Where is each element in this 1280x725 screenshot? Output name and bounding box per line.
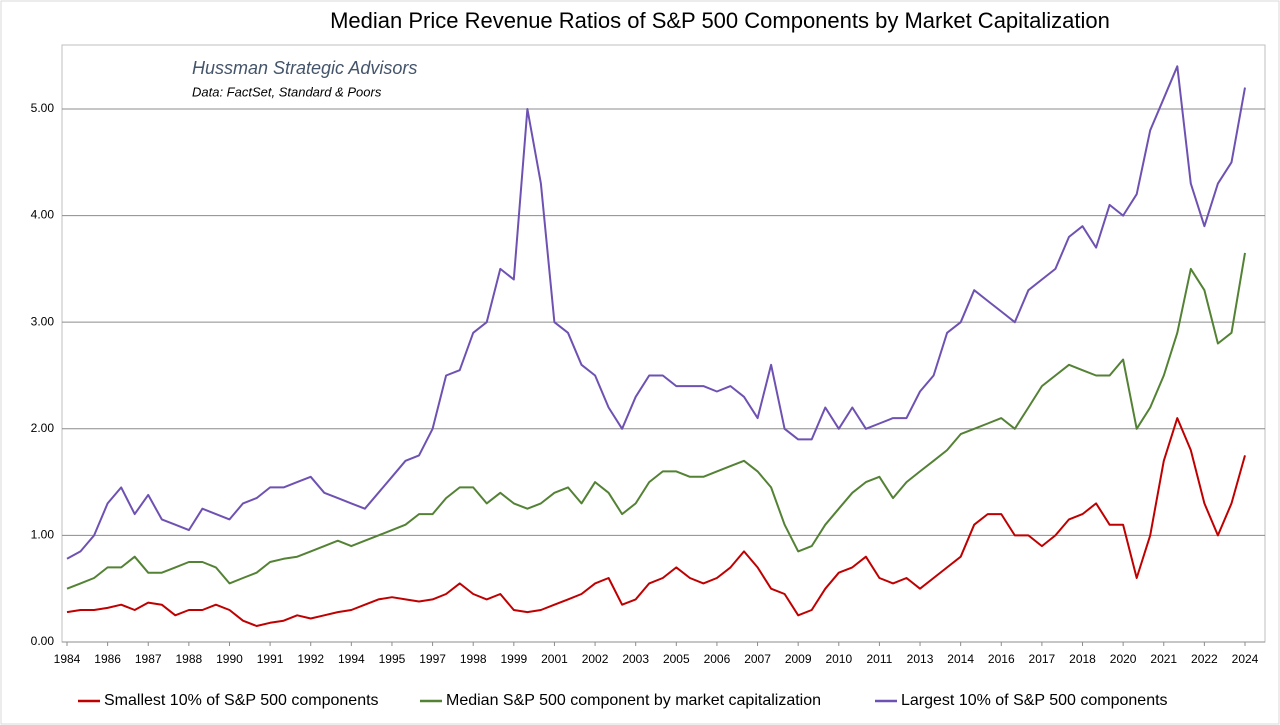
x-tick-label: 2018 bbox=[1069, 652, 1096, 666]
x-tick-label: 1998 bbox=[460, 652, 487, 666]
x-tick-label: 2002 bbox=[582, 652, 609, 666]
x-tick-label: 1984 bbox=[54, 652, 81, 666]
x-tick-label: 2011 bbox=[867, 652, 893, 666]
x-tick-label: 2022 bbox=[1191, 652, 1218, 666]
x-tick-label: 2005 bbox=[663, 652, 690, 666]
x-tick-label: 1992 bbox=[297, 652, 324, 666]
y-tick-label: 4.00 bbox=[31, 208, 55, 222]
x-tick-label: 2006 bbox=[704, 652, 731, 666]
x-tick-label: 1990 bbox=[216, 652, 243, 666]
x-tick-label: 1987 bbox=[135, 652, 162, 666]
x-tick-label: 2014 bbox=[947, 652, 974, 666]
x-tick-label: 2001 bbox=[541, 652, 568, 666]
x-tick-label: 2017 bbox=[1029, 652, 1056, 666]
chart-title: Median Price Revenue Ratios of S&P 500 C… bbox=[330, 8, 1110, 33]
x-tick-label: 2024 bbox=[1232, 652, 1259, 666]
y-tick-label: 0.00 bbox=[31, 634, 55, 648]
x-tick-label: 1994 bbox=[338, 652, 365, 666]
x-tick-label: 2013 bbox=[907, 652, 934, 666]
x-tick-label: 1991 bbox=[257, 652, 284, 666]
x-tick-label: 1986 bbox=[94, 652, 121, 666]
series-line bbox=[66, 417, 1246, 627]
x-tick-label: 2016 bbox=[988, 652, 1015, 666]
x-tick-label: 1999 bbox=[500, 652, 527, 666]
annotation: Hussman Strategic Advisors bbox=[192, 58, 417, 78]
x-tick-label: 2007 bbox=[744, 652, 771, 666]
y-tick-label: 1.00 bbox=[31, 528, 55, 542]
x-tick-label: 1988 bbox=[176, 652, 203, 666]
y-tick-label: 2.00 bbox=[31, 421, 55, 435]
legend-label: Largest 10% of S&P 500 components bbox=[901, 692, 1168, 709]
x-tick-label: 2021 bbox=[1150, 652, 1177, 666]
x-tick-label: 2009 bbox=[785, 652, 812, 666]
series-line bbox=[66, 252, 1246, 590]
x-tick-label: 1995 bbox=[379, 652, 406, 666]
series-line bbox=[66, 65, 1246, 560]
x-tick-label: 2010 bbox=[825, 652, 852, 666]
legend-label: Median S&P 500 component by market capit… bbox=[446, 692, 821, 709]
x-tick-label: 2003 bbox=[622, 652, 649, 666]
y-tick-label: 5.00 bbox=[31, 101, 55, 115]
x-tick-label: 1997 bbox=[419, 652, 446, 666]
y-tick-label: 3.00 bbox=[31, 314, 55, 328]
annotation: Data: FactSet, Standard & Poors bbox=[192, 84, 382, 99]
x-tick-label: 2020 bbox=[1110, 652, 1137, 666]
legend-label: Smallest 10% of S&P 500 components bbox=[104, 692, 379, 709]
